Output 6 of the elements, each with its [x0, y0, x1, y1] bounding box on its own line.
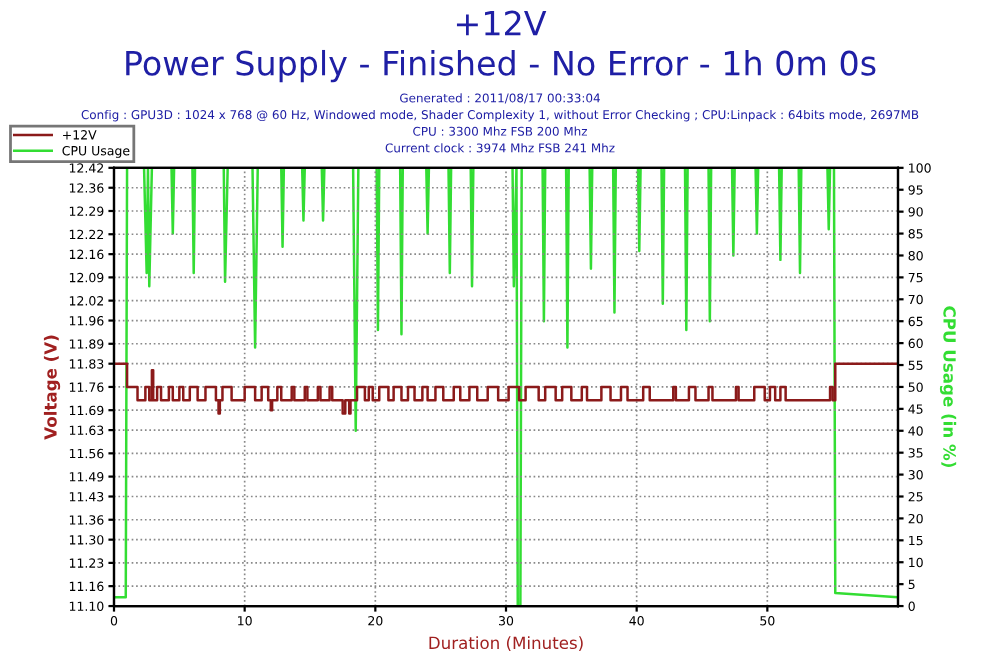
y-axis-title: Voltage (V)	[43, 335, 61, 440]
y2-axis-title: CPU Usage (in %)	[939, 306, 957, 467]
chart-title: +12V	[456, 10, 547, 36]
x-axis-title: Duration (Minutes)	[429, 636, 583, 652]
chart-subtitle: Power Supply - Finished - No Error - 1h 0m 0s	[126, 49, 876, 83]
line-series	[114, 167, 898, 607]
